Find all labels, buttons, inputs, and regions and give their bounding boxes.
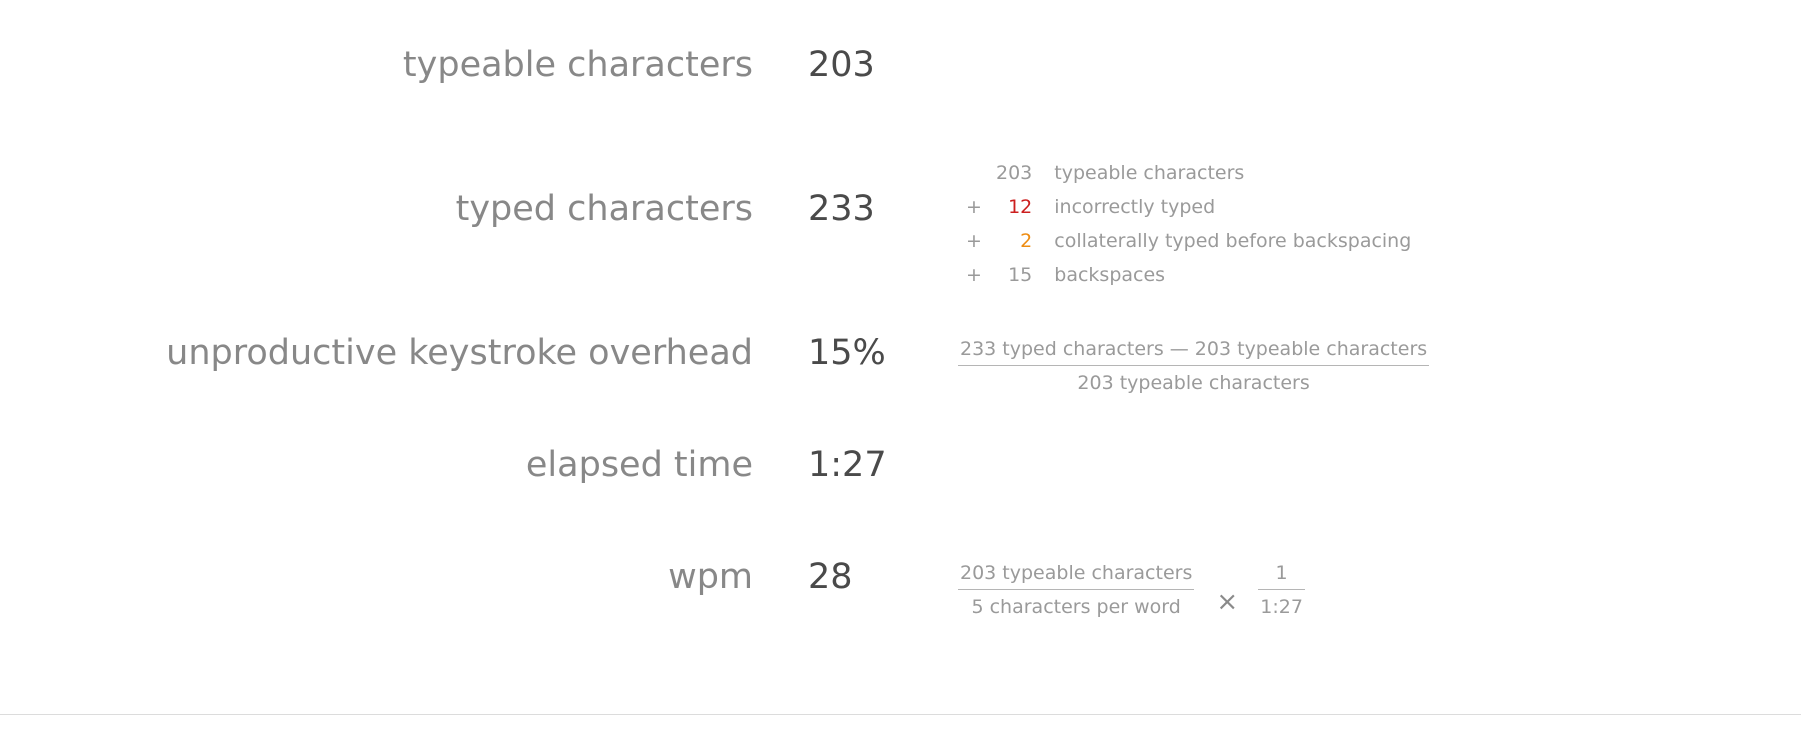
breakdown-operator: +: [966, 229, 982, 252]
fraction-numerator: 233 typed characters — 203 typeable char…: [958, 340, 1430, 366]
wpm-formula: 203 typeable characters 5 characters per…: [958, 564, 1305, 617]
fraction-numerator: 1: [1258, 564, 1305, 590]
breakdown-number: 203: [996, 161, 1033, 184]
stat-value: 28: [808, 557, 853, 597]
stat-label: unproductive keystroke overhead: [166, 333, 753, 373]
wpm-left-fraction: 203 typeable characters 5 characters per…: [958, 564, 1195, 618]
stat-value: 233: [808, 189, 875, 229]
breakdown-row: + 12 incorrectly typed: [958, 190, 1411, 224]
fraction-denominator: 5 characters per word: [971, 596, 1181, 618]
breakdown-description: typeable characters: [1054, 161, 1245, 184]
stat-value: 15%: [808, 333, 886, 373]
breakdown-number-collateral: 2: [1020, 229, 1033, 252]
breakdown-row: + 15 backspaces: [958, 258, 1411, 292]
overhead-fraction: 233 typed characters — 203 typeable char…: [958, 340, 1430, 394]
breakdown-description: collaterally typed before backspacing: [1054, 229, 1412, 252]
fraction-denominator: 1:27: [1260, 596, 1303, 618]
breakdown-operator: +: [966, 195, 982, 218]
stat-label: wpm: [668, 557, 753, 597]
stat-label: typed characters: [455, 189, 753, 229]
breakdown-row: + 2 collaterally typed before backspacin…: [958, 224, 1411, 258]
breakdown-description: backspaces: [1054, 263, 1166, 286]
typed-breakdown: 203 typeable characters + 12 incorrectly…: [958, 156, 1411, 292]
breakdown-row: 203 typeable characters: [958, 156, 1411, 190]
breakdown-number: 15: [1008, 263, 1033, 286]
overhead-formula: 233 typed characters — 203 typeable char…: [958, 340, 1430, 394]
bottom-divider: [0, 714, 1801, 715]
breakdown-description: incorrectly typed: [1054, 195, 1216, 218]
fraction-numerator: 203 typeable characters: [958, 564, 1195, 590]
breakdown-operator: [958, 156, 996, 190]
stat-value: 203: [808, 45, 875, 85]
breakdown-operator: +: [966, 263, 982, 286]
stat-label: typeable characters: [402, 45, 753, 85]
stat-value: 1:27: [808, 445, 887, 485]
breakdown-table: 203 typeable characters + 12 incorrectly…: [958, 156, 1411, 292]
stat-label: elapsed time: [525, 445, 753, 485]
wpm-right-fraction: 1 1:27: [1258, 564, 1305, 617]
multiply-operator: ×: [1216, 586, 1239, 617]
fraction-denominator: 203 typeable characters: [1077, 372, 1310, 394]
breakdown-number-incorrect: 12: [1008, 195, 1033, 218]
